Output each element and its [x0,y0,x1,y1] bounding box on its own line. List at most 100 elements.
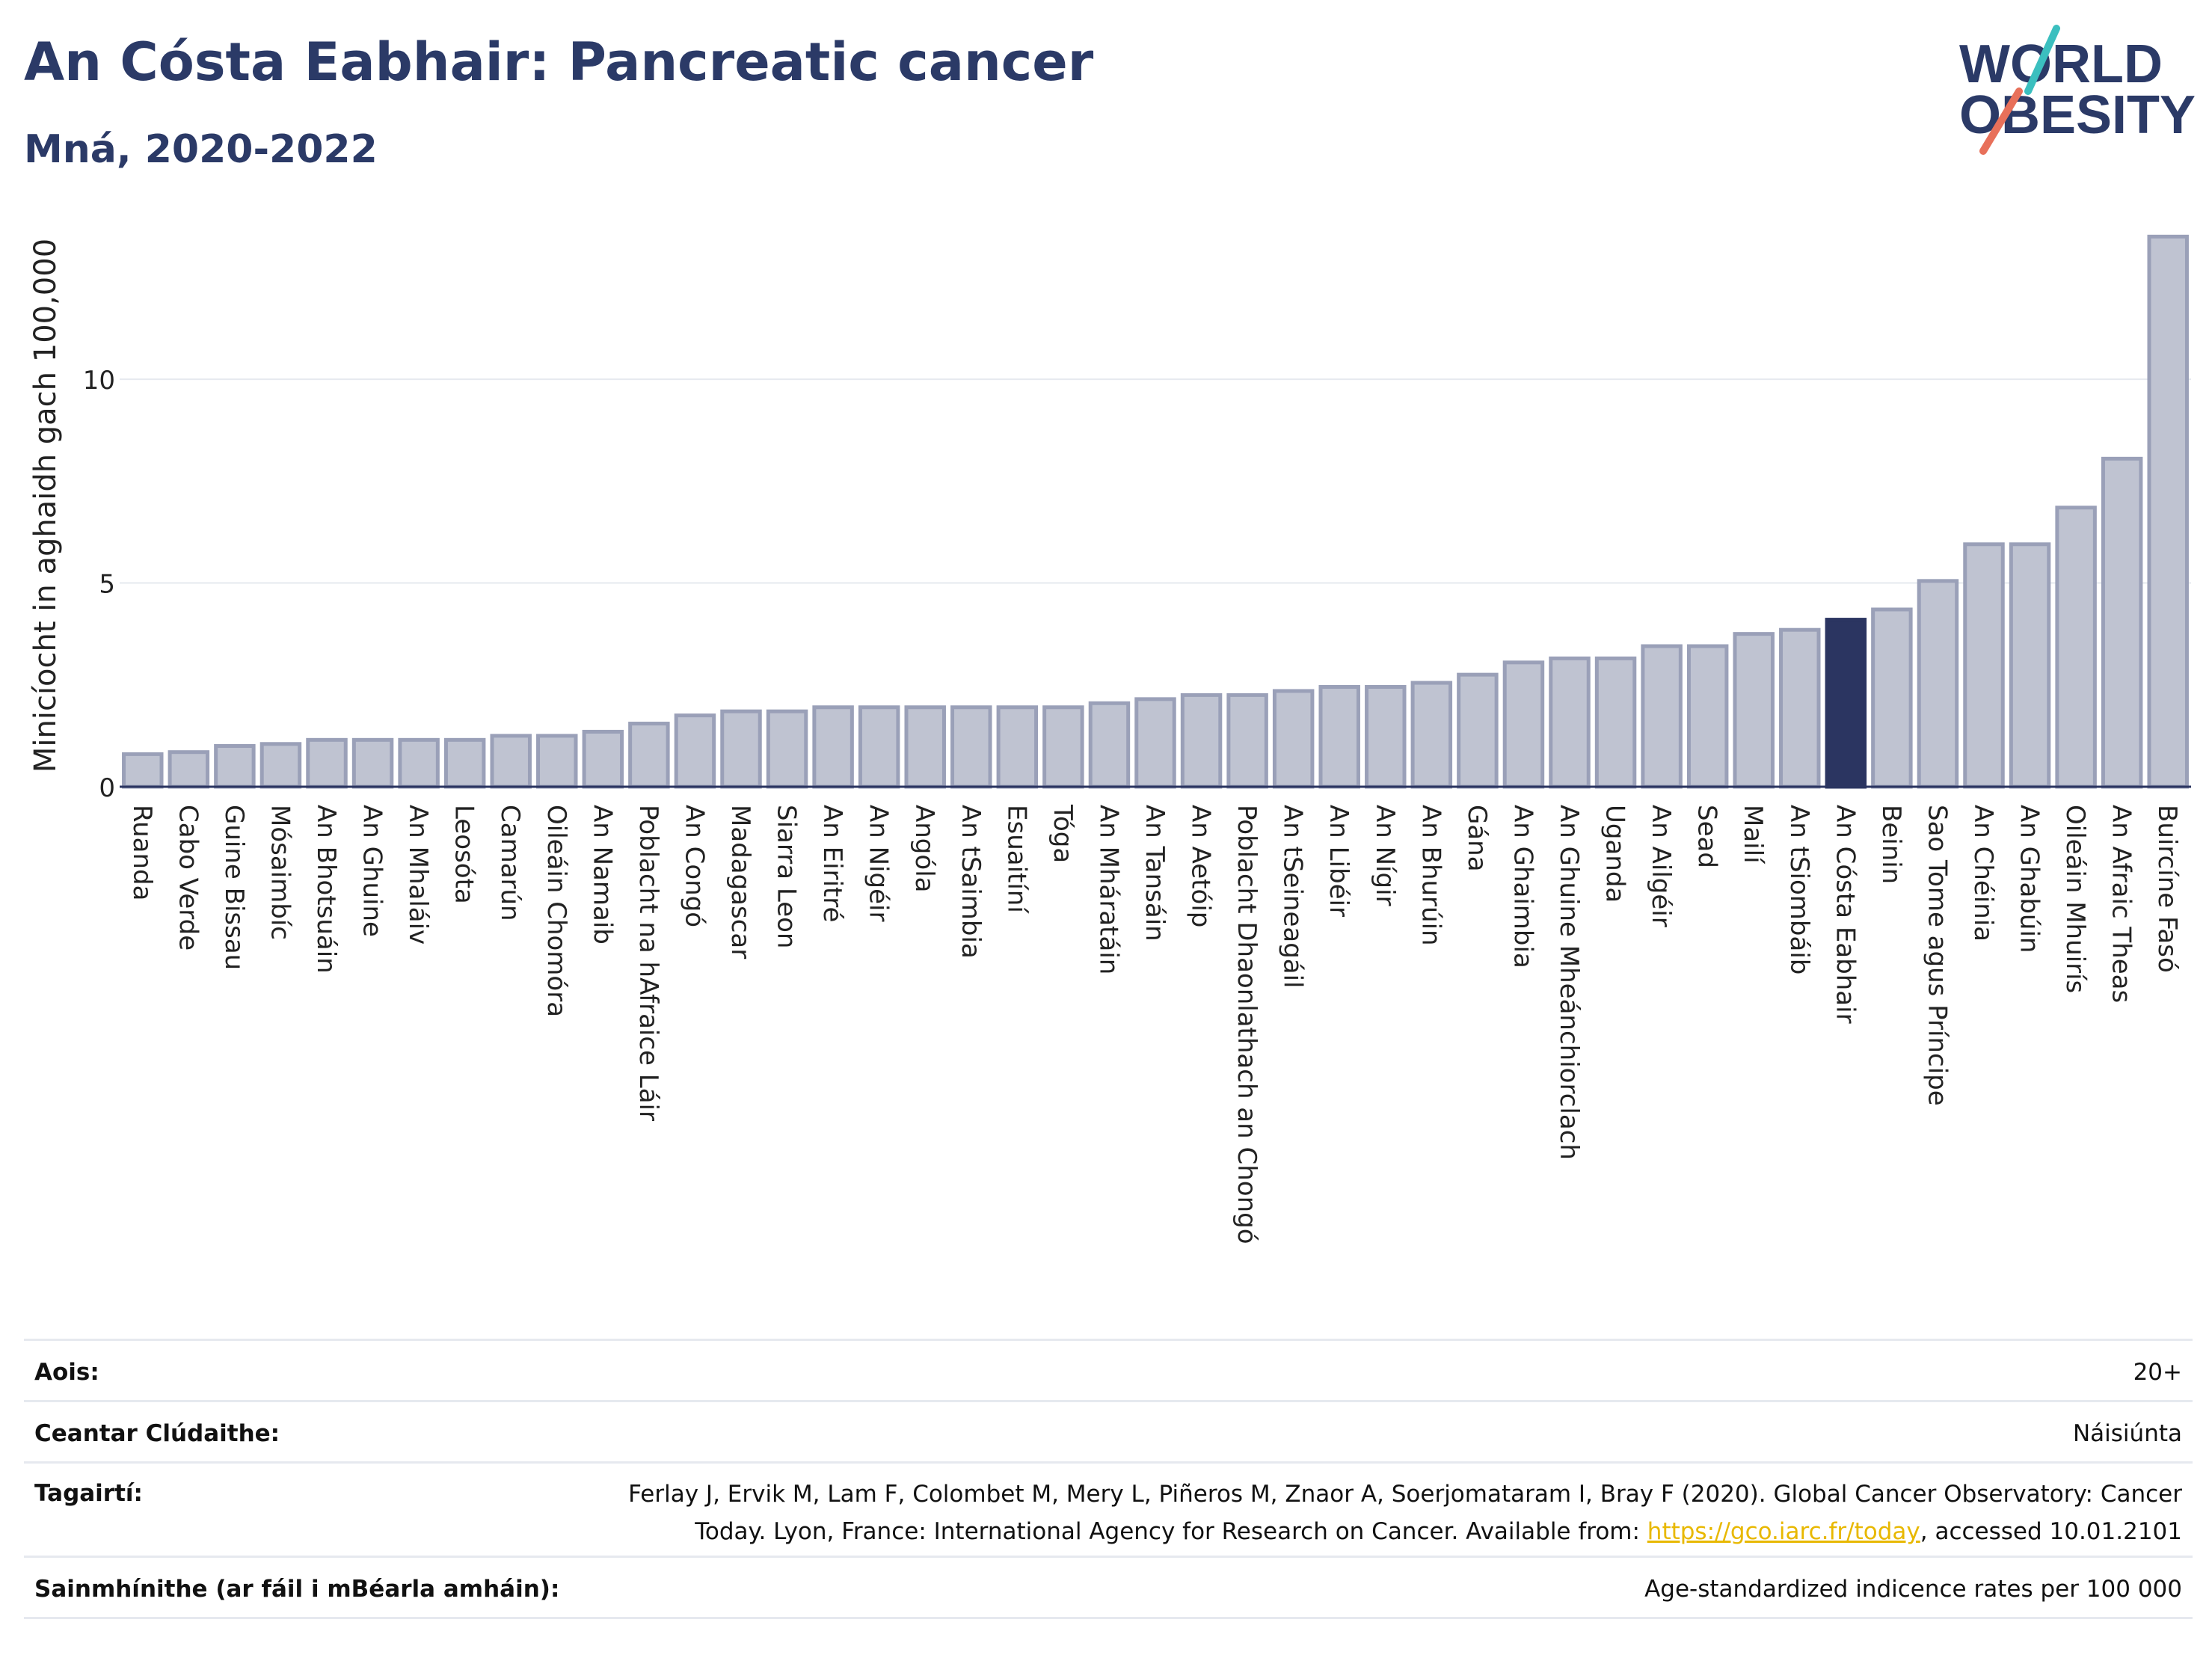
definitions-label: Sainmhínithe (ar fáil i mBéarla amháin): [34,1576,560,1603]
chart-subtitle: Mná, 2020-2022 [24,127,378,172]
references-label: Tagairtí: [34,1480,143,1507]
x-tick-label: Sao Tome agus Príncipe [1922,805,1952,1106]
x-tick-label: Sead [1692,805,1722,868]
x-tick-label: An Mhaláiv [403,805,433,945]
x-tick-label: Siarra Leon [772,805,802,948]
bar-angóla [904,705,946,789]
bar-an-ghuine [351,737,394,789]
x-tick-label: An Congó [679,805,709,927]
references-link[interactable]: https://gco.iarc.fr/today [1647,1518,1920,1545]
x-tick-label: Uganda [1600,805,1630,903]
bar-an-tansáin [1134,697,1176,789]
x-tick-label: Tóga [1048,804,1078,863]
bar-oileáin-chomóra [536,734,578,789]
x-tick-label: Buircíne Fasó [2152,805,2182,973]
x-tick-label: An Mháratáin [1093,805,1123,974]
x-tick-label: Oileáin Chomóra [541,805,571,1017]
x-tick-label: Guine Bissau [219,805,249,970]
bars [122,234,2189,789]
x-tick-labels: Ruanda Cabo Verde Guine Bissau Mósaimbíc An … [127,804,2182,1244]
meta-row-age: Aois: 20+ [24,1339,2193,1402]
bar-oileáin-mhuirís [2055,506,2097,789]
bar-chart: 0 5 10 Ruanda Cabo Verde Guine Bissau Mósaimb… [28,234,2191,1244]
x-tick-label: Poblacht Dhaonlathach an Chongó [1232,805,1262,1244]
bar-an-bhurúin [1410,681,1453,789]
x-tick-label: Oileáin Mhuirís [2060,805,2090,993]
x-tick-label: An Ghuine [357,805,387,937]
x-tick-label: Mósaimbíc [265,805,295,940]
bar-mailí [1733,632,1775,789]
bar-madagascar [720,709,762,789]
bar-sao-tome-agus-príncipe [1917,579,1959,789]
bar-mósaimbíc [259,742,302,789]
meta-row-references: Tagairtí: Ferlay J, Ervik M, Lam F, Colo… [24,1461,2193,1558]
x-tick-label: An Cósta Eabhair [1830,805,1860,1024]
x-tick-label: An tSiombáib [1784,805,1814,974]
bar-poblacht-na-hafraice-láir [628,722,670,789]
x-tick-label: An Namaib [587,805,617,945]
bar-an-congó [674,713,716,789]
logo-line2: OBESITY [1959,85,2196,145]
x-tick-label: An Libéir [1324,805,1354,917]
x-tick-label: An Ghuine Mheánchiorclach [1554,805,1584,1160]
x-tick-label: Camarún [495,805,525,921]
bar-an-cósta-eabhair [1825,618,1867,789]
bar-uganda [1594,656,1637,789]
bar-beinin [1871,607,1913,789]
x-tick-label: Mailí [1738,805,1768,865]
area-label: Ceantar Clúdaithe: [34,1420,280,1447]
x-tick-label: Esuaitíní [1001,805,1031,914]
x-tick-label: An tSeineagáil [1278,805,1308,989]
x-tick-label: Madagascar [725,805,755,959]
bar-an-ailgéir [1641,644,1683,789]
y-tick-label: 10 [83,366,115,396]
bar-an-eiritré [812,705,854,789]
bar-tóga [1042,705,1084,789]
chart-title: An Cósta Eabhair: Pancreatic cancer [24,31,1094,93]
x-tick-label: An Afraic Theas [2107,805,2136,1003]
bar-camarún [490,734,532,789]
x-tick-label: An Nígir [1370,805,1400,906]
bar-an-ghaimbia [1502,660,1545,789]
bar-poblacht-dhaonlathach-an-chongó [1226,693,1268,789]
x-tick-label: An Ghabúin [2015,805,2044,953]
bar-an-libéir [1318,684,1360,789]
bar-leosóta [443,737,486,789]
bar-an-ghuine-mheánchiorclach [1549,656,1591,789]
bar-an-nígir [1365,684,1407,789]
x-tick-label: An Aetóip [1186,805,1216,927]
bar-an-mhaláiv [398,737,440,789]
bar-an-nigéir [858,705,900,789]
x-tick-label: Beinin [1876,805,1906,884]
definitions-value: Age-standardized indicence rates per 100… [1644,1576,2182,1603]
bar-an-tsaimbia [950,705,992,789]
meta-row-area: Ceantar Clúdaithe: Náisiúnta [24,1400,2193,1464]
bar-buircíne-fasó [2147,234,2189,789]
bar-an-tsiombáib [1779,627,1821,789]
bar-an-ghabúin [2009,542,2051,789]
gridlines [120,378,2191,584]
bar-ruanda [122,752,164,789]
bar-an-afraic-theas [2101,456,2143,789]
meta-row-definitions: Sainmhínithe (ar fáil i mBéarla amháin):… [24,1556,2193,1619]
x-tick-label: Cabo Verde [173,805,203,951]
x-tick-label: An Nigéir [864,805,894,921]
bar-an-chéinia [1963,542,2005,789]
x-tick-label: An tSaimbia [956,805,986,959]
logo-line1: WORLD [1959,34,2163,94]
x-tick-label: Poblacht na hAfraice Láir [633,805,663,1121]
x-tick-label: Ruanda [127,805,157,900]
x-tick-label: An Eiritré [817,805,847,922]
y-axis-label: Minicíocht in aghaidh gach 100,000 [28,239,63,773]
logo-slash-coral [1979,87,2023,155]
x-tick-label: Angóla [909,805,939,892]
bar-an-aetóip [1180,693,1223,789]
bar-an-bhotsuáin [306,737,348,789]
age-value: 20+ [2133,1359,2182,1386]
bar-esuaitíní [996,705,1039,789]
y-tick-label: 5 [99,570,115,600]
x-tick-label: Leosóta [449,805,479,904]
world-obesity-logo: WORLD OBESITY [1959,25,2196,155]
bar-gána [1457,672,1499,789]
y-tick-label: 0 [99,773,115,803]
